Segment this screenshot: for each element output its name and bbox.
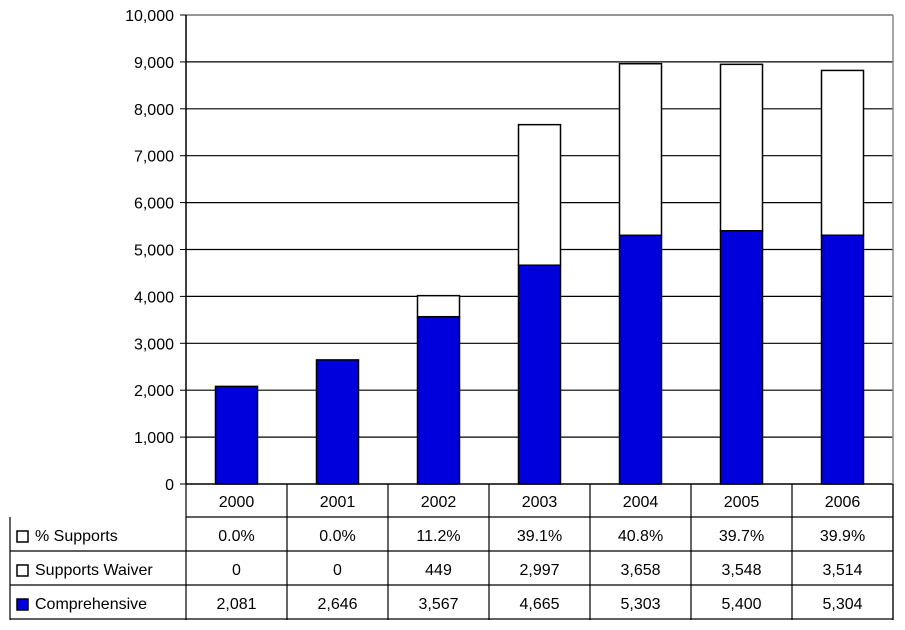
table-cell: 39.7% (719, 528, 764, 545)
legend-marker-icon (16, 564, 29, 577)
table-cell: 0 (333, 562, 342, 579)
x-category-label: 2003 (522, 494, 558, 511)
table-cell: 2,997 (519, 562, 559, 579)
x-category-label: 2005 (724, 494, 760, 511)
bar-supports-waiver (820, 69, 865, 236)
table-cell: 3,514 (822, 562, 862, 579)
y-tick-label: 7,000 (134, 149, 174, 166)
bar-comprehensive (517, 264, 562, 485)
table-cell: 0.0% (218, 528, 254, 545)
table-cell: 39.1% (517, 528, 562, 545)
table-row-label: % Supports (35, 528, 118, 545)
bar-supports-waiver (719, 63, 764, 232)
bar-comprehensive (214, 385, 259, 485)
table-cell: 5,400 (721, 596, 761, 613)
table-row-label: Supports Waiver (35, 562, 153, 579)
bar-comprehensive (618, 234, 663, 485)
table-cell: 449 (425, 562, 452, 579)
legend-marker-icon (16, 598, 29, 611)
y-tick-label: 10,000 (125, 8, 174, 25)
table-cell: 5,303 (620, 596, 660, 613)
x-category-label: 2004 (623, 494, 659, 511)
table-cell: 4,665 (519, 596, 559, 613)
bar-supports-waiver (416, 294, 461, 318)
bars (214, 62, 865, 485)
table-cell: 3,548 (721, 562, 761, 579)
bar-comprehensive (315, 359, 360, 485)
table-cell: 3,567 (418, 596, 458, 613)
table-cell: 39.9% (820, 528, 865, 545)
bar-supports-waiver (517, 123, 562, 266)
y-tick-label: 4,000 (134, 289, 174, 306)
x-category-label: 2006 (825, 494, 861, 511)
table-cell: 40.8% (618, 528, 663, 545)
table-cell: 0 (232, 562, 241, 579)
y-tick-label: 5,000 (134, 243, 174, 260)
x-category-label: 2001 (320, 494, 356, 511)
bar-comprehensive (416, 315, 461, 485)
table-row-label: Comprehensive (35, 596, 147, 613)
data-table: 2000 2001 2002 2003 2004 2005 2006 % Supports 0.… (9, 484, 894, 620)
bar-comprehensive (820, 234, 865, 485)
table-cell: 3,658 (620, 562, 660, 579)
y-axis: 0 1,000 2,000 3,000 4,000 5,000 6,000 7,000 8,00… (125, 8, 187, 494)
table-cell: 5,304 (822, 596, 862, 613)
x-category-label: 2000 (219, 494, 255, 511)
y-tick-label: 1,000 (134, 430, 174, 447)
y-tick-label: 2,000 (134, 383, 174, 400)
y-tick-label: 8,000 (134, 102, 174, 119)
table-cell: 2,646 (317, 596, 357, 613)
legend-marker-icon (16, 530, 29, 543)
bar-comprehensive (719, 229, 764, 485)
table-cell: 2,081 (216, 596, 256, 613)
y-tick-label: 0 (165, 477, 174, 494)
y-tick-label: 6,000 (134, 196, 174, 213)
y-tick-label: 9,000 (134, 55, 174, 72)
table-cell: 11.2% (416, 528, 460, 545)
bar-supports-waiver (618, 62, 663, 237)
y-tick-label: 3,000 (134, 336, 174, 353)
x-category-label: 2002 (421, 494, 457, 511)
table-cell: 0.0% (319, 528, 355, 545)
